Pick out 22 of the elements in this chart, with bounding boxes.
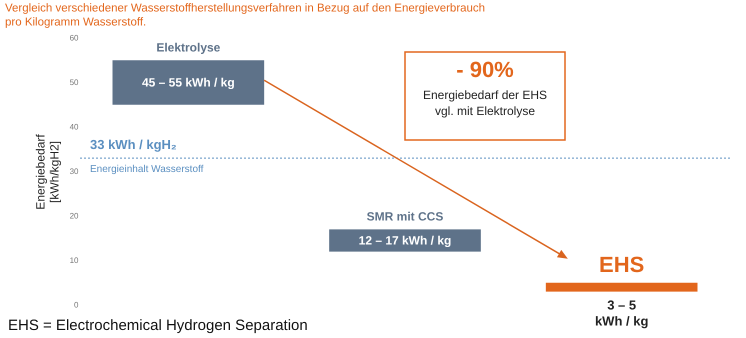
y-tick-label: 40 <box>70 122 80 132</box>
y-tick-label: 60 <box>70 34 80 42</box>
annotation: - 90% <box>456 57 514 82</box>
y-tick-label: 0 <box>74 300 80 310</box>
annotation: Energieinhalt Wasserstoff <box>90 164 204 176</box>
text: EHS = Electrochemical Hydrogen Separation <box>8 317 308 334</box>
bar <box>112 60 264 105</box>
chart-title: Vergleich verschiedener Wasserstoffherstellungsverfahren in Bezug auf den Energieverbrauch pro Kilogramm Wasserstoff. <box>5 2 486 28</box>
annotation: 3 – 5 kWh / kg <box>594 298 648 329</box>
annotation: 12 – 17 kWh / kg <box>358 233 452 248</box>
y-axis-title: Energiebedarf [kWh/kgH2] <box>34 134 62 210</box>
y-tick-label: 30 <box>70 167 80 176</box>
x-tick-label: EHS <box>599 252 644 277</box>
y-tick-label: 50 <box>70 78 80 87</box>
annotation: 45 – 55 kWh / kg <box>142 76 235 90</box>
y-tick-label: 10 <box>70 256 80 265</box>
annotation: Energiebedarf der EHS vgl. mit Elektrolyse <box>422 88 548 118</box>
ref-line-label: 33 kWh / kgH₂ <box>90 137 177 152</box>
bar <box>546 282 698 292</box>
x-tick-label: Elektrolyse <box>156 40 221 54</box>
x-tick-label: SMR mit CCS <box>366 209 444 224</box>
y-tick-label: 20 <box>70 212 80 220</box>
